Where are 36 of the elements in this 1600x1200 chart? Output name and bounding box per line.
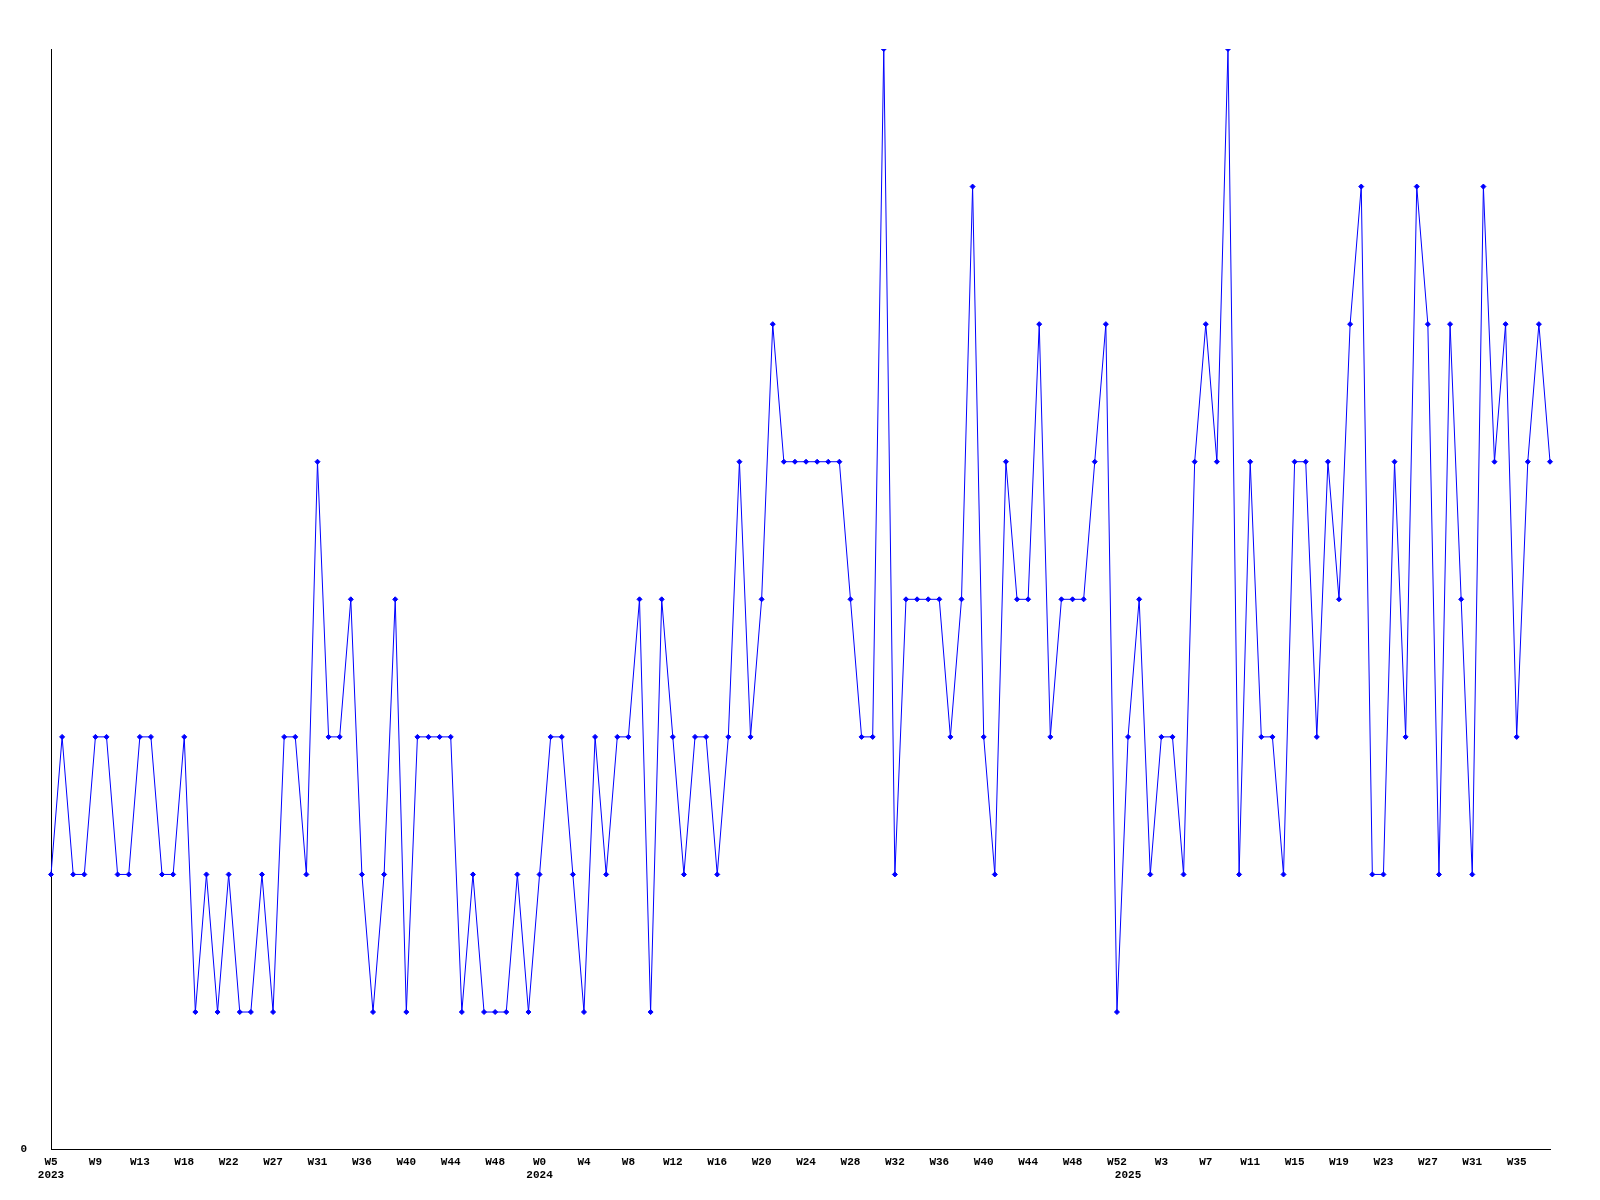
x-tick-label: W35 (1506, 1155, 1527, 1168)
x-tick-label: W22 (218, 1155, 239, 1168)
x-tick-label: W36 (352, 1155, 372, 1168)
x-tick-label: W19 (1329, 1155, 1349, 1168)
x-tick-label: W11 (1240, 1155, 1261, 1168)
x-tick-label: W8 (621, 1155, 636, 1168)
x-tick-label: W5 2023 (37, 1155, 65, 1182)
x-tick-label: W13 (129, 1155, 151, 1168)
x-tick-label: W16 (707, 1155, 728, 1168)
x-tick-label: W20 (751, 1155, 772, 1168)
text: 0 (20, 1143, 27, 1156)
x-tick-label: W31 (307, 1155, 328, 1168)
x-tick-label: W24 (796, 1155, 817, 1168)
x-tick-label: W7 (1199, 1155, 1213, 1168)
x-tick-label: W32 (884, 1155, 905, 1168)
x-tick-label: W40 (973, 1155, 994, 1168)
x-tick-label: W0 2024 (526, 1155, 554, 1182)
x-tick-label: W36 (929, 1155, 950, 1168)
x-tick-label: W48 (1062, 1155, 1083, 1168)
x-tick-label: W18 (174, 1155, 195, 1168)
x-tick-label: 2025 (1114, 1169, 1142, 1182)
x-tick-label: W27 (1417, 1155, 1438, 1168)
x-tick-label: W31 (1462, 1155, 1483, 1168)
x-tick-label: W48 (485, 1155, 506, 1168)
x-tick-label: W40 (396, 1155, 417, 1168)
x-tick-label: W15 (1284, 1155, 1305, 1168)
x-tick-label: W52 (1107, 1155, 1127, 1168)
x-tick-label: W9 (88, 1155, 103, 1168)
x-tick-label: W12 (662, 1155, 683, 1168)
x-tick-label: W28 (840, 1155, 861, 1168)
x-tick-label: W44 (1018, 1155, 1039, 1168)
x-tick-label: W27 (263, 1155, 283, 1168)
x-tick-label: W23 (1373, 1155, 1394, 1168)
x-tick-label: W44 (440, 1155, 462, 1168)
x-tick-label: W3 (1154, 1155, 1169, 1168)
x-tick-label: W4 (577, 1155, 591, 1168)
